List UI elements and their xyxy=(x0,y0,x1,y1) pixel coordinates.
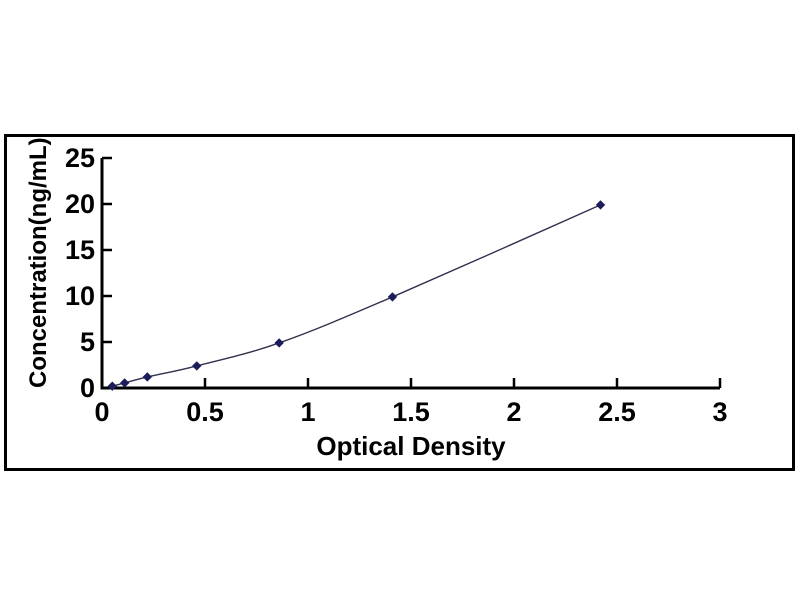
x-tick-label: 2.5 xyxy=(598,397,636,427)
chart-container: Concentration(ng/mL) 0 5 10 15 20 25 0 0.5 1 1.5… xyxy=(4,134,795,471)
y-tick-label: 25 xyxy=(64,142,95,173)
plot-area xyxy=(100,156,722,391)
y-tick-label: 15 xyxy=(64,234,95,265)
y-tick-label: 10 xyxy=(64,280,95,311)
y-tick-label: 5 xyxy=(79,326,95,357)
x-tick-label: 1 xyxy=(300,397,316,427)
data-point-marker xyxy=(192,361,202,371)
x-axis-title: Optical Density xyxy=(316,431,506,461)
standard-curve-line xyxy=(112,204,601,387)
x-tick-label: 1.5 xyxy=(392,397,430,427)
x-tick-label: 2 xyxy=(506,397,522,427)
axis-lines xyxy=(100,158,720,390)
data-point-marker xyxy=(142,372,153,382)
y-tick-label: 0 xyxy=(79,372,95,403)
data-point-marker xyxy=(119,378,130,388)
x-tick-label: 3 xyxy=(712,397,728,427)
data-point-marker xyxy=(387,292,398,302)
data-point-marker xyxy=(595,200,606,210)
x-tick-label: 0.5 xyxy=(186,397,224,427)
y-tick-label: 20 xyxy=(64,188,95,219)
x-tick-label: 0 xyxy=(94,397,110,427)
data-point-marker xyxy=(274,338,284,348)
